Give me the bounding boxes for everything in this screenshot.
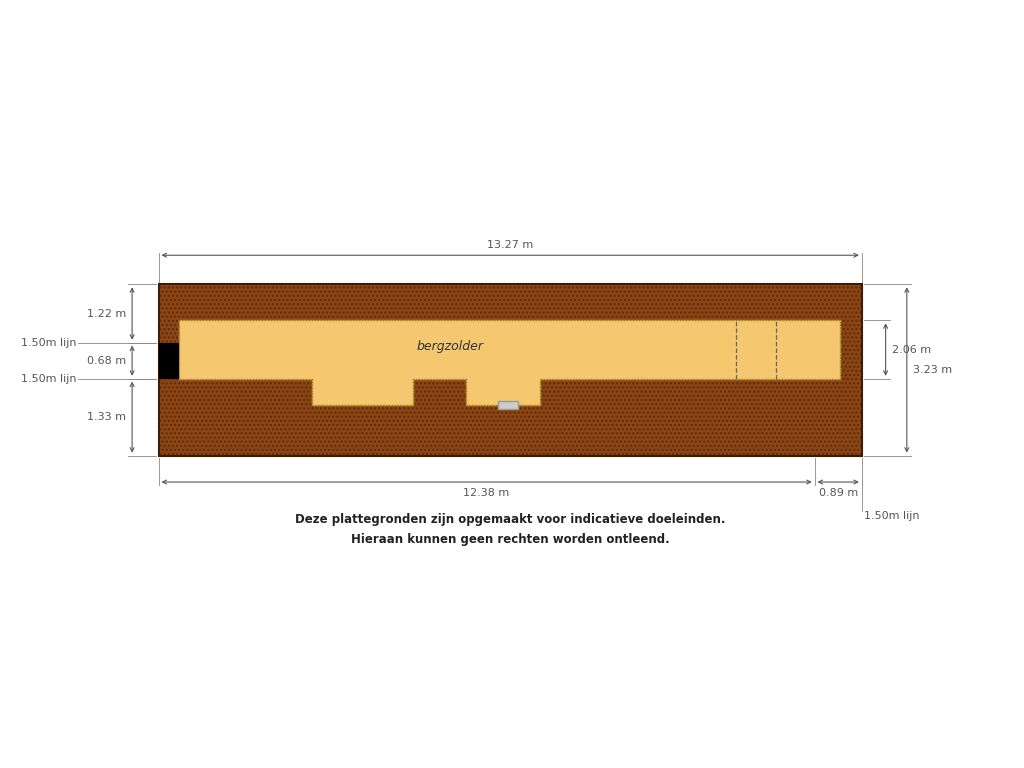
Text: 1.50m lijn: 1.50m lijn xyxy=(864,511,920,521)
Text: Hieraan kunnen geen rechten worden ontleend.: Hieraan kunnen geen rechten worden ontle… xyxy=(351,533,670,546)
Text: 1.22 m: 1.22 m xyxy=(86,309,126,319)
Bar xyxy=(498,402,518,409)
Text: 2.06 m: 2.06 m xyxy=(892,345,931,355)
Bar xyxy=(159,343,179,379)
Text: 13.27 m: 13.27 m xyxy=(487,240,534,250)
Polygon shape xyxy=(179,320,840,406)
Text: 0.68 m: 0.68 m xyxy=(87,356,126,366)
Text: 3.23 m: 3.23 m xyxy=(913,365,952,375)
Text: 1.50m lijn: 1.50m lijn xyxy=(20,374,77,384)
Text: 1.50m lijn: 1.50m lijn xyxy=(20,338,77,348)
Text: 0.89 m: 0.89 m xyxy=(818,488,858,498)
Text: 1.33 m: 1.33 m xyxy=(87,412,126,422)
Text: 12.38 m: 12.38 m xyxy=(464,488,510,498)
Bar xyxy=(159,284,862,455)
Text: Deze plattegronden zijn opgemaakt voor indicatieve doeleinden.: Deze plattegronden zijn opgemaakt voor i… xyxy=(295,512,725,525)
Bar xyxy=(159,284,862,455)
Text: bergzolder: bergzolder xyxy=(417,340,483,353)
